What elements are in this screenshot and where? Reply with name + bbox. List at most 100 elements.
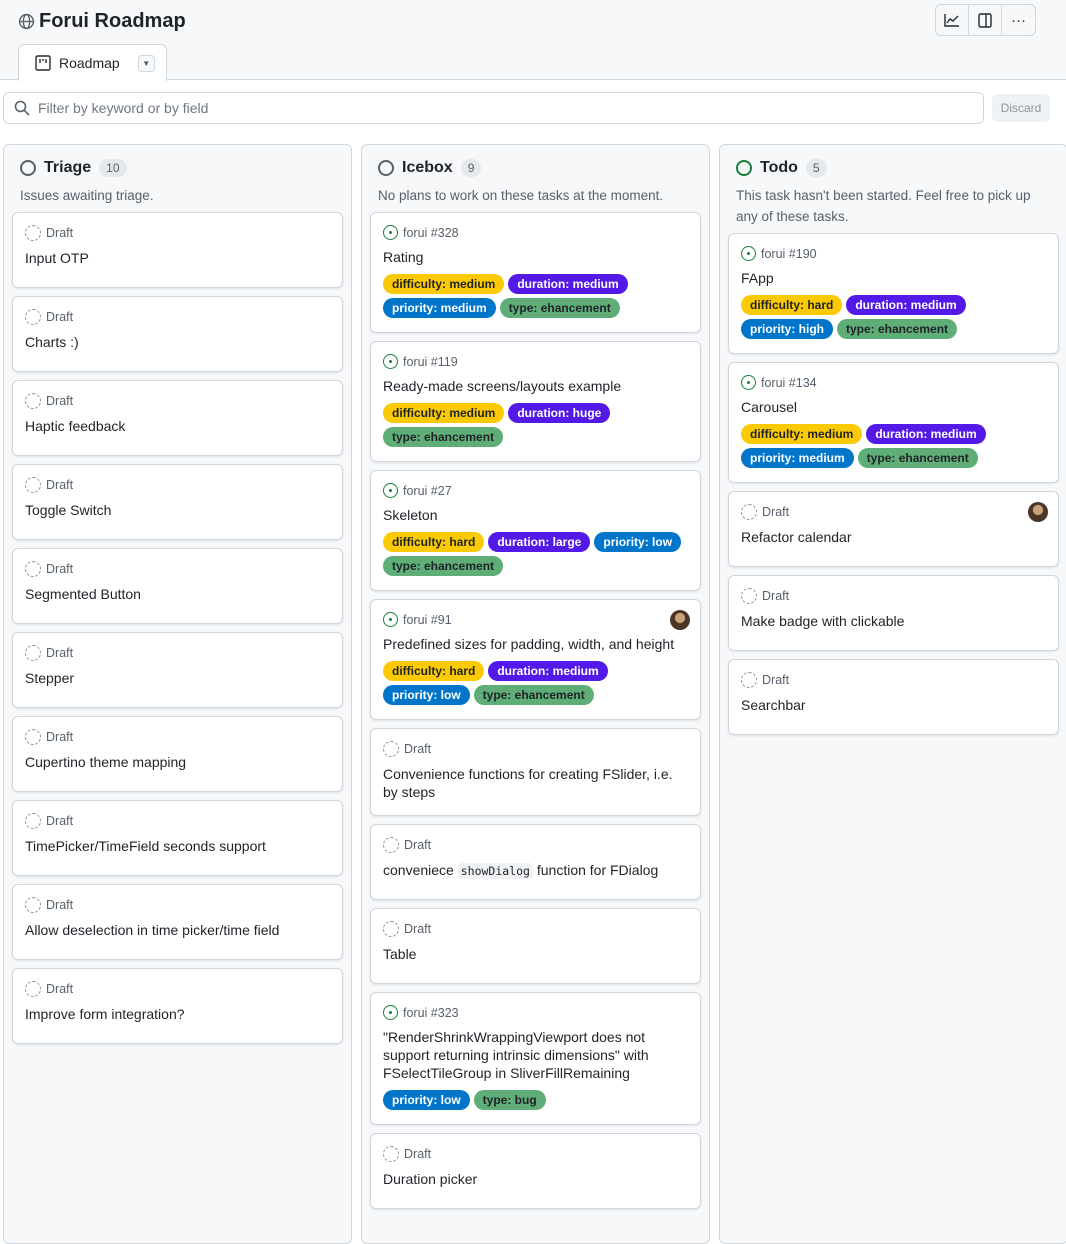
card[interactable]: Draft Charts :)	[12, 296, 343, 372]
card[interactable]: Draft Searchbar	[728, 659, 1059, 735]
card[interactable]: Draft Haptic feedback	[12, 380, 343, 456]
card-title[interactable]: "RenderShrinkWrappingViewport does not s…	[383, 1029, 649, 1081]
card-title[interactable]: Ready-made screens/layouts example	[383, 378, 622, 394]
label-priority[interactable]: priority: low	[383, 685, 470, 705]
card[interactable]: Draft Table	[370, 908, 701, 984]
label-duration[interactable]: duration: medium	[508, 274, 628, 294]
assignee-avatar[interactable]	[670, 610, 690, 630]
card-title[interactable]: Charts :)	[25, 334, 79, 350]
card-ref[interactable]: forui #119	[403, 354, 458, 369]
label-priority[interactable]: priority: medium	[741, 448, 854, 468]
label-type[interactable]: type: ehancement	[473, 685, 594, 705]
card-title[interactable]: Rating	[383, 249, 424, 265]
card-title[interactable]: FApp	[741, 270, 774, 286]
card[interactable]: forui #119 Ready-made screens/layouts exa…	[370, 341, 701, 462]
card[interactable]: forui #134 Carousel difficulty: medium dura…	[728, 362, 1059, 483]
card[interactable]: Draft Refactor calendar	[728, 491, 1059, 567]
card-ref[interactable]: forui #328	[403, 225, 459, 240]
card-meta: Draft	[25, 225, 330, 241]
label-difficulty[interactable]: difficulty: hard	[383, 661, 485, 681]
label-difficulty[interactable]: difficulty: medium	[741, 424, 863, 444]
tab-roadmap[interactable]: Roadmap ▼	[18, 44, 167, 81]
card-title[interactable]: Improve form integration?	[25, 1006, 185, 1022]
card[interactable]: forui #27 Skeleton difficulty: hard duratio…	[370, 470, 701, 591]
card[interactable]: Draft Toggle Switch	[12, 464, 343, 540]
labels: difficulty: hard duration: medium priority…	[383, 661, 688, 705]
card[interactable]: Draft Cupertino theme mapping	[12, 716, 343, 792]
label-type[interactable]: type: ehancement	[383, 556, 504, 576]
label-type[interactable]: type: ehancement	[499, 298, 620, 318]
label-duration[interactable]: duration: medium	[488, 661, 608, 681]
card-ref[interactable]: forui #91	[403, 612, 452, 627]
label-duration[interactable]: duration: medium	[846, 295, 966, 315]
label-difficulty[interactable]: difficulty: hard	[383, 532, 485, 552]
card-title[interactable]: Segmented Button	[25, 586, 141, 602]
label-type[interactable]: type: ehancement	[383, 427, 504, 447]
discard-button[interactable]: Discard	[992, 94, 1050, 122]
card-title[interactable]: Haptic feedback	[25, 418, 126, 434]
card-title[interactable]: conveniece showDialog function for FDial…	[383, 861, 688, 880]
column-description: No plans to work on these tasks at the m…	[378, 188, 664, 203]
filter-input[interactable]: Filter by keyword or by field	[3, 92, 984, 124]
label-priority[interactable]: priority: high	[741, 319, 833, 339]
label-type[interactable]: type: bug	[473, 1090, 546, 1110]
card[interactable]: Draft TimePicker/TimeField seconds suppor…	[12, 800, 343, 876]
open-issue-icon	[383, 612, 398, 627]
card-title[interactable]: Input OTP	[25, 250, 89, 266]
card-title[interactable]: Skeleton	[383, 507, 438, 523]
card[interactable]: forui #328 Rating difficulty: medium durati…	[370, 212, 701, 333]
label-duration[interactable]: duration: large	[488, 532, 591, 552]
panel-icon[interactable]	[969, 5, 1002, 35]
card[interactable]: Draft Input OTP	[12, 212, 343, 288]
card-title[interactable]: TimePicker/TimeField seconds support	[25, 838, 266, 854]
open-issue-icon	[383, 225, 398, 240]
card-title[interactable]: Refactor calendar	[741, 529, 852, 545]
card-title[interactable]: Duration picker	[383, 1171, 478, 1187]
card-ref: Draft	[46, 562, 74, 576]
label-priority[interactable]: priority: medium	[383, 298, 496, 318]
label-difficulty[interactable]: difficulty: medium	[383, 274, 505, 294]
card-ref[interactable]: forui #134	[761, 375, 817, 390]
card-title[interactable]: Table	[383, 946, 417, 962]
tab-options-dropdown[interactable]: ▼	[137, 54, 155, 72]
label-duration[interactable]: duration: huge	[508, 403, 611, 423]
card-title[interactable]: Allow deselection in time picker/time fi…	[25, 922, 280, 938]
more-icon[interactable]: ···	[1011, 11, 1026, 29]
card-title[interactable]: Carousel	[741, 399, 798, 415]
card[interactable]: Draft Allow deselection in time picker/ti…	[12, 884, 343, 960]
column-count: 9	[460, 159, 482, 177]
card[interactable]: Draft Duration picker	[370, 1133, 701, 1209]
draft-icon	[741, 672, 757, 688]
card-ref: Draft	[762, 505, 790, 519]
card[interactable]: Draft Convenience functions for creating …	[370, 728, 701, 816]
card[interactable]: forui #91 Predefined sizes for padding, w…	[370, 599, 701, 720]
card-title[interactable]: Stepper	[25, 670, 75, 686]
label-type[interactable]: type: ehancement	[837, 319, 958, 339]
card-title[interactable]: Convenience functions for creating FSlid…	[383, 766, 673, 800]
card-title[interactable]: Cupertino theme mapping	[25, 754, 187, 770]
card-title[interactable]: Make badge with clickable	[741, 613, 905, 629]
card-ref[interactable]: forui #190	[761, 246, 817, 261]
card-title[interactable]: Searchbar	[741, 697, 806, 713]
card[interactable]: Draft conveniece showDialog function for …	[370, 824, 701, 900]
card-meta: Draft	[383, 741, 688, 757]
card[interactable]: Draft Make badge with clickable	[728, 575, 1059, 651]
card-ref[interactable]: forui #323	[403, 1005, 459, 1020]
label-priority[interactable]: priority: low	[383, 1090, 470, 1110]
label-duration[interactable]: duration: medium	[866, 424, 986, 444]
card[interactable]: forui #190 FApp difficulty: hard duration: …	[728, 233, 1059, 354]
card[interactable]: Draft Stepper	[12, 632, 343, 708]
card-ref[interactable]: forui #27	[403, 483, 452, 498]
label-difficulty[interactable]: difficulty: hard	[741, 295, 843, 315]
card[interactable]: forui #323 "RenderShrinkWrappingViewport …	[370, 992, 701, 1125]
card[interactable]: Draft Segmented Button	[12, 548, 343, 624]
card-title[interactable]: Toggle Switch	[25, 502, 112, 518]
card[interactable]: Draft Improve form integration?	[12, 968, 343, 1044]
label-difficulty[interactable]: difficulty: medium	[383, 403, 505, 423]
card-title[interactable]: Predefined sizes for padding, width, and…	[383, 636, 675, 652]
column-title: Triage	[44, 159, 92, 176]
label-priority[interactable]: priority: low	[594, 532, 682, 552]
insights-icon[interactable]	[936, 5, 969, 35]
label-type[interactable]: type: ehancement	[857, 448, 978, 468]
assignee-avatar[interactable]	[1028, 502, 1048, 522]
